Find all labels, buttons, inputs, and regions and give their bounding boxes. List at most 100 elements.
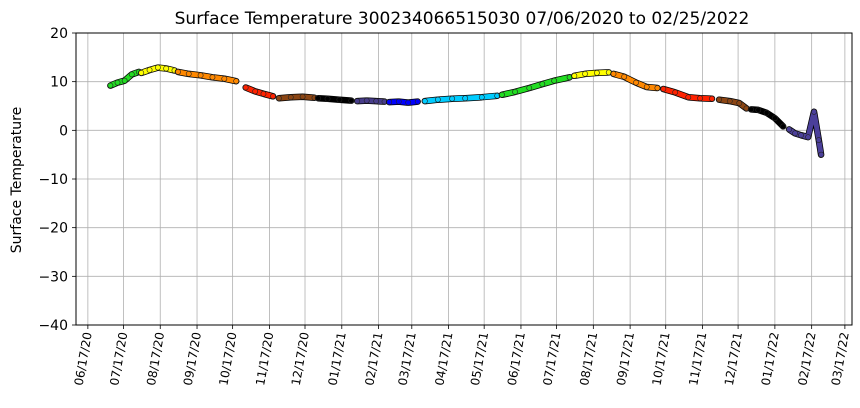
data-point (660, 86, 667, 92)
series-6 (353, 97, 388, 105)
data-point (643, 84, 650, 90)
x-tick-label: 09/17/20 (181, 331, 204, 387)
data-point (421, 98, 428, 105)
data-point (275, 95, 282, 102)
data-point (551, 77, 558, 84)
data-point (260, 90, 267, 97)
series-10 (571, 69, 613, 80)
data-point (499, 91, 505, 98)
data-point (792, 130, 798, 137)
data-point (146, 67, 153, 73)
data-point (654, 85, 661, 91)
data-point (815, 137, 822, 143)
data-point (621, 73, 628, 80)
data-point (348, 97, 355, 104)
series-line (276, 94, 317, 101)
data-point (771, 115, 778, 122)
data-point (287, 94, 294, 101)
y-tick-label: −30 (38, 269, 68, 285)
data-point (373, 98, 380, 105)
data-point (324, 95, 331, 102)
series-13 (715, 96, 750, 112)
data-point (672, 89, 679, 96)
data-point (233, 78, 240, 85)
data-point (462, 95, 469, 102)
data-point (811, 108, 817, 115)
y-axis-label: Surface Temperature (9, 107, 25, 253)
data-point (709, 95, 715, 102)
data-point (270, 93, 276, 100)
x-tick-label: 10/17/21 (650, 331, 673, 387)
y-tick-label: −40 (38, 318, 68, 334)
series-1 (138, 64, 178, 77)
data-point (582, 70, 588, 77)
y-tick-label: 10 (50, 75, 68, 91)
x-tick-label: 11/17/21 (686, 331, 709, 387)
data-point (405, 99, 412, 106)
x-axis-ticks: 06/17/20 07/17/20 08/17/20 09/17/20 10/17/20… (72, 325, 852, 387)
series-4 (275, 93, 318, 102)
data-point (175, 69, 181, 75)
y-axis-ticks: −40 −30 −20 −10 0 10 20 (38, 26, 76, 334)
data-point (107, 82, 114, 89)
series-line (571, 69, 612, 79)
data-point (299, 93, 306, 100)
data-point (526, 85, 533, 91)
y-tick-label: −20 (38, 221, 68, 237)
x-tick-label: 10/17/20 (216, 331, 239, 387)
data-point (593, 70, 600, 76)
x-tick-label: 02/17/22 (795, 331, 818, 387)
data-point (539, 81, 546, 87)
x-tick-label: 08/17/20 (144, 331, 167, 387)
x-tick-label: 01/17/21 (326, 331, 349, 387)
data-point (363, 97, 370, 104)
x-tick-label: 11/17/20 (253, 331, 276, 387)
data-point (798, 132, 804, 139)
data-series (107, 64, 825, 158)
x-tick-label: 08/17/21 (577, 331, 600, 387)
chart-title: Surface Temperature 300234066515030 07/0… (175, 9, 750, 29)
data-point (786, 126, 793, 133)
y-tick-label: 20 (50, 26, 68, 42)
data-point (354, 98, 361, 105)
series-3 (242, 84, 277, 100)
series-2 (174, 68, 240, 85)
x-tick-label: 06/17/21 (505, 331, 528, 387)
data-point (763, 109, 770, 116)
data-point (755, 106, 762, 113)
data-point (197, 72, 204, 79)
series-line (716, 97, 749, 111)
series-8 (421, 92, 501, 105)
data-point (336, 96, 343, 103)
data-point (252, 88, 259, 95)
series-5 (314, 94, 355, 104)
data-point (121, 77, 128, 84)
series-12 (660, 85, 716, 102)
data-point (685, 94, 692, 101)
x-tick-label: 02/17/21 (362, 331, 385, 387)
x-tick-label: 03/17/22 (829, 331, 852, 387)
series-line (354, 98, 387, 105)
data-point (242, 84, 249, 91)
data-point (610, 70, 617, 77)
data-point (128, 71, 135, 78)
data-point (726, 98, 733, 105)
series-line (243, 85, 276, 99)
series-11 (610, 70, 661, 92)
data-point (395, 98, 402, 105)
x-tick-label: 12/17/20 (289, 331, 312, 387)
x-tick-label: 07/17/20 (107, 331, 130, 387)
data-point (315, 95, 321, 102)
data-point (571, 72, 578, 79)
y-tick-label: 0 (59, 123, 68, 139)
data-point (805, 134, 811, 141)
data-point (512, 88, 518, 95)
x-tick-label: 07/17/21 (540, 331, 563, 387)
series-line (315, 95, 354, 104)
data-point (478, 94, 485, 101)
series-9 (498, 74, 573, 99)
data-point (716, 96, 723, 103)
x-tick-label: 05/17/21 (468, 331, 491, 387)
series-7 (385, 98, 421, 106)
